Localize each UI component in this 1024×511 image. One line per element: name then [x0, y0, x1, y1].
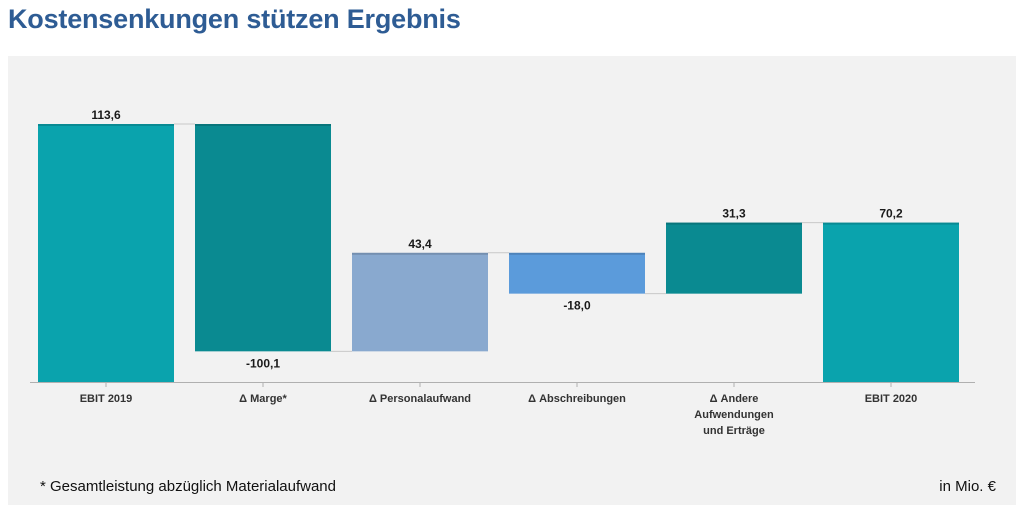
bar-2 [195, 124, 331, 352]
category-label: EBIT 2019 [80, 393, 133, 405]
category-label: und Erträge [703, 425, 765, 437]
category-label: Δ Andere [710, 393, 759, 405]
bar-top-edge [823, 222, 959, 225]
bar-top-edge [352, 252, 488, 255]
category-label: Δ Personalaufwand [369, 393, 471, 405]
data-label: 43,4 [408, 237, 432, 251]
footnote: * Gesamtleistung abzüglich Materialaufwa… [40, 478, 336, 495]
data-label: 113,6 [91, 108, 121, 122]
bar-top-edge [195, 124, 331, 126]
data-label: -18,0 [563, 299, 591, 313]
page-title: Kostensenkungen stützen Ergebnis [8, 4, 461, 34]
bar-1 [38, 124, 174, 382]
bar-top-edge [38, 124, 174, 126]
category-label: Aufwendungen [694, 409, 774, 421]
bar-top-edge [666, 222, 802, 225]
category-label: Δ Abschreibungen [528, 393, 626, 405]
bar-5 [666, 222, 802, 294]
category-label: EBIT 2020 [865, 393, 918, 405]
bar-6 [823, 222, 959, 382]
category-label: Δ Marge* [239, 393, 287, 405]
unit-label: in Mio. € [939, 478, 996, 495]
bar-3 [352, 252, 488, 352]
bar-top-edge [509, 252, 645, 255]
bar-4 [509, 252, 645, 294]
data-label: -100,1 [246, 356, 280, 370]
data-label: 31,3 [722, 207, 746, 221]
data-label: 70,2 [879, 207, 903, 221]
